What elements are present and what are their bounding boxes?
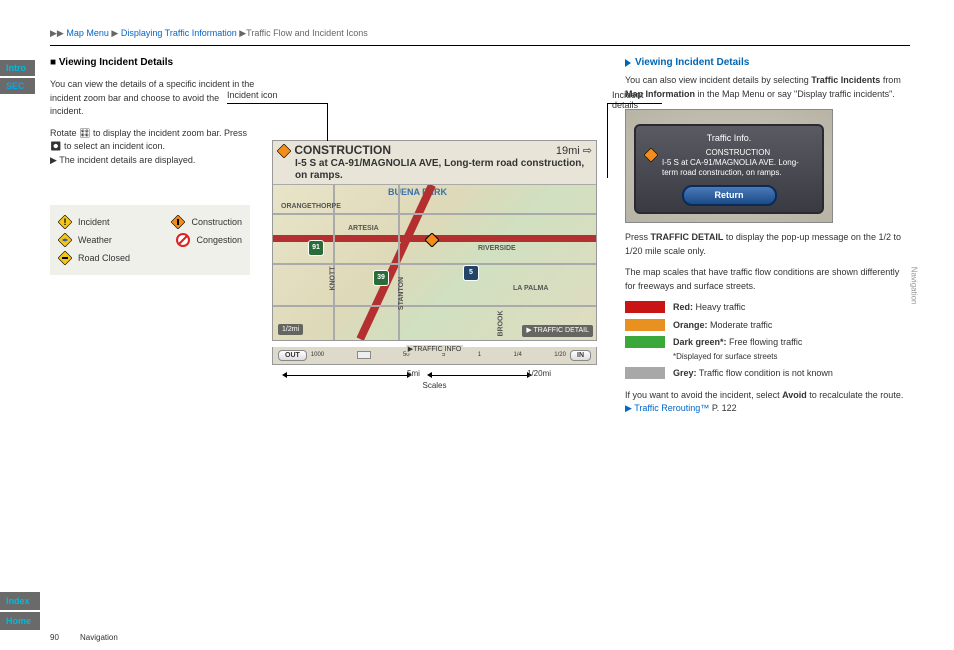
scale-5mi: 5mi <box>407 369 420 378</box>
xref-link[interactable]: ▶ Traffic Rerouting™ <box>625 403 709 413</box>
incident-icon: ! <box>58 215 72 229</box>
intro-p2: Rotate 🎛 to display the incident zoom ba… <box>50 127 255 154</box>
legend-incident: Incident <box>78 217 110 227</box>
popup-body: I-5 S at CA-91/MAGNOLIA AVE. Long-term r… <box>662 158 814 179</box>
callout-line-2v <box>607 103 608 178</box>
callout-line-1 <box>227 103 327 104</box>
street-riverside: RIVERSIDE <box>478 245 516 252</box>
side-heading: Viewing Incident Details <box>625 55 910 70</box>
construction-icon <box>171 215 185 229</box>
flow-legend: Red: Heavy traffic Orange: Moderate traf… <box>625 301 910 381</box>
zoom-out-button[interactable]: OUT <box>278 350 307 361</box>
zoom-bar[interactable]: OUT 100050511/41/20 IN ▶TRAFFIC INFO <box>272 347 597 365</box>
intro-column: ■ Viewing Incident Details You can view … <box>50 55 255 167</box>
incident-legend: ! Incident Construction Weather Congesti… <box>50 205 250 275</box>
flow-orange-box <box>625 319 665 331</box>
street-knott: KNOTT <box>330 266 337 290</box>
popup-screenshot: Traffic Info. CONSTRUCTION I-5 S at CA-9… <box>625 109 833 223</box>
traffic-info-label: ▶TRAFFIC INFO <box>406 345 464 353</box>
shield-5: 5 <box>463 265 479 281</box>
section-heading: ■ Viewing Incident Details <box>50 55 255 70</box>
tab-sec[interactable]: SEC <box>0 78 35 94</box>
legend-congestion: Congestion <box>196 235 242 245</box>
flow-red-box <box>625 301 665 313</box>
popup-construction-icon <box>644 148 658 162</box>
info-detail: I-5 S at CA-91/MAGNOLIA AVE, Long-term r… <box>277 158 592 182</box>
footer-label: Navigation <box>80 633 118 642</box>
congestion-icon <box>176 233 190 247</box>
road-v2 <box>398 185 400 340</box>
nav-screenshot: CONSTRUCTION 19mi ⇨ I-5 S at CA-91/MAGNO… <box>272 140 597 341</box>
zoom-in-button[interactable]: IN <box>570 350 591 361</box>
road-3 <box>273 305 596 307</box>
right-p1: You can also view incident details by se… <box>625 74 910 101</box>
xref: ▶ Traffic Rerouting™ P. 122 <box>625 402 910 416</box>
flow-grey-box <box>625 367 665 379</box>
road-closed-icon <box>58 251 72 265</box>
info-title-text: CONSTRUCTION <box>294 143 391 157</box>
svg-text:!: ! <box>64 217 67 227</box>
tab-intro[interactable]: Intro <box>0 60 35 76</box>
road-1 <box>273 213 596 215</box>
city-label: BUENA PARK <box>388 187 447 197</box>
shield-91: 91 <box>308 240 324 256</box>
intro-p1: You can view the details of a specific i… <box>50 78 255 119</box>
info-bar: CONSTRUCTION 19mi ⇨ I-5 S at CA-91/MAGNO… <box>273 141 596 185</box>
intro-p3: ▶ The incident details are displayed. <box>50 154 255 168</box>
scale-indicator: 1/2mi <box>278 324 303 335</box>
crumb-traffic[interactable]: Displaying Traffic Information <box>121 28 237 38</box>
street-la-palma: LA PALMA <box>513 285 548 292</box>
callout-incident-icon: Incident icon <box>227 90 278 100</box>
side-label: Navigation <box>910 267 919 305</box>
weather-icon <box>58 233 72 247</box>
tab-index[interactable]: Index <box>0 592 40 610</box>
right-p4: If you want to avoid the incident, selec… <box>625 389 910 403</box>
info-distance: 19mi ⇨ <box>556 144 592 157</box>
incident-marker[interactable] <box>425 233 439 247</box>
shield-39: 39 <box>373 270 389 286</box>
street-orangethorpe: ORANGETHORPE <box>281 203 341 210</box>
triangle-icon <box>625 59 631 67</box>
popup-title: Traffic Info. <box>644 132 814 146</box>
right-p2: Press TRAFFIC DETAIL to display the pop-… <box>625 231 910 258</box>
page-number: 90 <box>50 633 59 642</box>
right-p3: The map scales that have traffic flow co… <box>625 266 910 293</box>
crumb-prefix: ▶▶ <box>50 28 64 38</box>
map-area[interactable]: BUENA PARK ORANGETHORPE ARTESIA KNOTT ST… <box>273 185 596 340</box>
scale-annotation: 5mi 1/20mi Scales <box>272 367 597 390</box>
legend-road-closed: Road Closed <box>78 253 130 263</box>
callout-line-1v <box>327 103 328 143</box>
street-brook: BROOK <box>498 310 505 336</box>
road-2 <box>273 263 596 265</box>
tab-home[interactable]: Home <box>0 612 40 630</box>
traffic-detail-button[interactable]: ▶ TRAFFIC DETAIL <box>522 325 593 337</box>
legend-construction: Construction <box>191 217 242 227</box>
breadcrumb: ▶▶ Map Menu ▶ Displaying Traffic Informa… <box>50 28 368 39</box>
return-button[interactable]: Return <box>682 185 777 207</box>
scale-120mi: 1/20mi <box>527 369 551 378</box>
crumb-tail: ▶Traffic Flow and Incident Icons <box>239 28 367 38</box>
street-stanton: STANTON <box>398 277 405 310</box>
street-artesia: ARTESIA <box>348 225 379 232</box>
legend-weather: Weather <box>78 235 112 245</box>
flow-green-box <box>625 336 665 348</box>
popup-type: CONSTRUCTION <box>662 148 814 158</box>
divider <box>50 45 910 46</box>
crumb-map-menu[interactable]: Map Menu <box>66 28 109 38</box>
construction-sign-icon <box>277 144 291 158</box>
